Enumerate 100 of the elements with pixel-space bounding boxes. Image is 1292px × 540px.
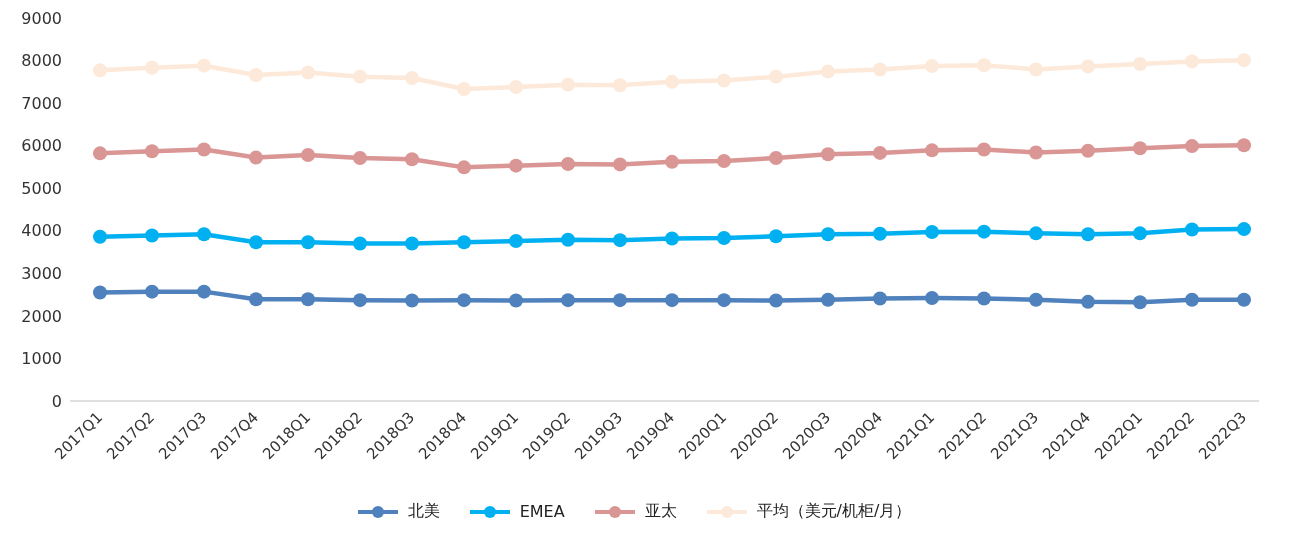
point [509, 233, 523, 248]
point [717, 293, 731, 308]
point [873, 226, 887, 241]
point [457, 82, 471, 97]
point [977, 224, 991, 239]
y-tick-label: 9000 [21, 8, 62, 28]
point [821, 64, 835, 79]
point [1081, 143, 1095, 158]
point [769, 151, 783, 166]
point [249, 292, 263, 307]
point [93, 229, 107, 244]
point [301, 292, 315, 307]
point [925, 143, 939, 158]
point [977, 142, 991, 157]
y-tick-label: 3000 [21, 264, 62, 284]
point [457, 293, 471, 308]
point [717, 73, 731, 88]
point [353, 236, 367, 251]
point [977, 291, 991, 306]
point [1029, 62, 1043, 77]
point [613, 157, 627, 172]
point [197, 284, 211, 299]
point [457, 235, 471, 250]
point [665, 74, 679, 89]
point [665, 293, 679, 308]
point [665, 154, 679, 169]
point [197, 142, 211, 157]
y-tick-label: 7000 [21, 93, 62, 113]
point [925, 59, 939, 74]
point [769, 69, 783, 84]
point [1185, 292, 1199, 307]
legend-label: 亚太 [644, 501, 677, 522]
point [873, 291, 887, 306]
point [1029, 145, 1043, 160]
point [405, 236, 419, 251]
point [405, 152, 419, 167]
point [1081, 59, 1095, 74]
y-tick-label: 6000 [21, 136, 62, 156]
point [821, 292, 835, 307]
point [145, 60, 159, 75]
point [301, 148, 315, 163]
point [561, 293, 575, 308]
point [457, 160, 471, 175]
y-tick-label: 4000 [21, 221, 62, 241]
y-tick-label: 5000 [21, 178, 62, 198]
y-tick-label: 2000 [21, 306, 62, 326]
point [301, 65, 315, 80]
point [1185, 139, 1199, 154]
y-tick-label: 8000 [21, 51, 62, 71]
legend-label: EMEA [519, 502, 565, 521]
point [1081, 227, 1095, 242]
point [925, 225, 939, 240]
point [977, 58, 991, 73]
point [509, 79, 523, 94]
point [249, 235, 263, 250]
point [769, 293, 783, 308]
point [1029, 226, 1043, 241]
point [1237, 138, 1251, 153]
point [561, 156, 575, 171]
point [717, 153, 731, 168]
point [1237, 292, 1251, 307]
point [249, 68, 263, 83]
point [353, 69, 367, 84]
point [1133, 295, 1147, 310]
point [613, 233, 627, 248]
y-tick-label: 0 [51, 391, 62, 411]
point [873, 62, 887, 77]
legend-label: 北美 [407, 501, 440, 522]
point [1237, 53, 1251, 68]
point [405, 71, 419, 85]
point [1029, 292, 1043, 307]
point [93, 63, 107, 78]
point [821, 147, 835, 162]
point [93, 146, 107, 161]
point [717, 231, 731, 246]
point [145, 284, 159, 299]
point [613, 78, 627, 93]
point [561, 232, 575, 247]
point [1133, 56, 1147, 71]
point [145, 228, 159, 243]
point [665, 231, 679, 246]
point [1133, 226, 1147, 241]
point [769, 229, 783, 244]
point [1237, 222, 1251, 237]
point [509, 158, 523, 173]
point [197, 58, 211, 73]
point [1185, 222, 1199, 237]
point [353, 293, 367, 308]
point [145, 144, 159, 159]
point [925, 291, 939, 306]
point [613, 293, 627, 308]
legend-label: 平均（美元/机柜/月） [756, 501, 912, 522]
point [821, 227, 835, 242]
point [93, 285, 107, 300]
point [1081, 294, 1095, 309]
point [873, 145, 887, 160]
point [1185, 54, 1199, 69]
y-tick-label: 1000 [21, 349, 62, 369]
point [509, 293, 523, 308]
point [353, 151, 367, 166]
